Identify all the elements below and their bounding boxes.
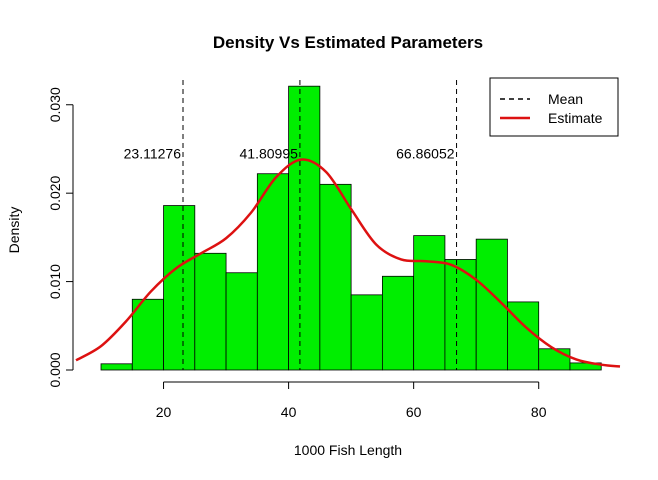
mean-value-label: 66.86052	[396, 145, 455, 161]
histogram-bar	[381, 275, 415, 371]
y-axis-label: Density	[6, 207, 22, 254]
mean-value-label: 41.80995	[240, 145, 299, 161]
estimate-curve	[75, 158, 621, 368]
histogram-bar	[319, 183, 352, 371]
legend-box	[489, 77, 619, 137]
x-tick-label: 80	[531, 404, 547, 420]
legend-entry: Mean	[548, 91, 583, 107]
x-axis-label: 1000 Fish Length	[294, 442, 402, 458]
histogram-bar	[225, 272, 258, 371]
mean-value-label: 23.11276	[124, 145, 182, 161]
histogram-bar	[163, 205, 196, 371]
histogram-bar	[288, 85, 321, 371]
mean-annotations: 23.11276 41.80995 66.86052	[124, 145, 455, 161]
y-tick-label: 0.000	[47, 352, 63, 387]
chart-title: Density Vs Estimated Parameters	[213, 33, 483, 52]
histogram-bar	[194, 252, 227, 371]
x-tick-label: 40	[281, 404, 297, 420]
legend: Mean Estimate	[489, 77, 619, 137]
x-tick-label: 20	[156, 404, 172, 420]
histogram-bars	[100, 85, 602, 371]
y-tick-label: 0.020	[47, 175, 63, 210]
estimate-curve-group	[75, 158, 621, 368]
x-tick-label: 60	[406, 404, 422, 420]
histogram-bar	[256, 173, 289, 371]
mean-lines	[182, 80, 458, 370]
histogram-bar	[444, 259, 477, 371]
histogram-bar	[350, 294, 383, 371]
x-axis: 20 40 60 80	[156, 381, 547, 420]
histogram-bar	[413, 235, 446, 371]
legend-entry: Estimate	[548, 110, 603, 126]
y-axis: 0.000 0.010 0.020 0.030	[47, 87, 74, 388]
y-tick-label: 0.010	[47, 264, 63, 299]
y-tick-label: 0.030	[47, 87, 63, 122]
histogram-bar	[100, 363, 133, 371]
histogram-bar	[538, 348, 571, 371]
